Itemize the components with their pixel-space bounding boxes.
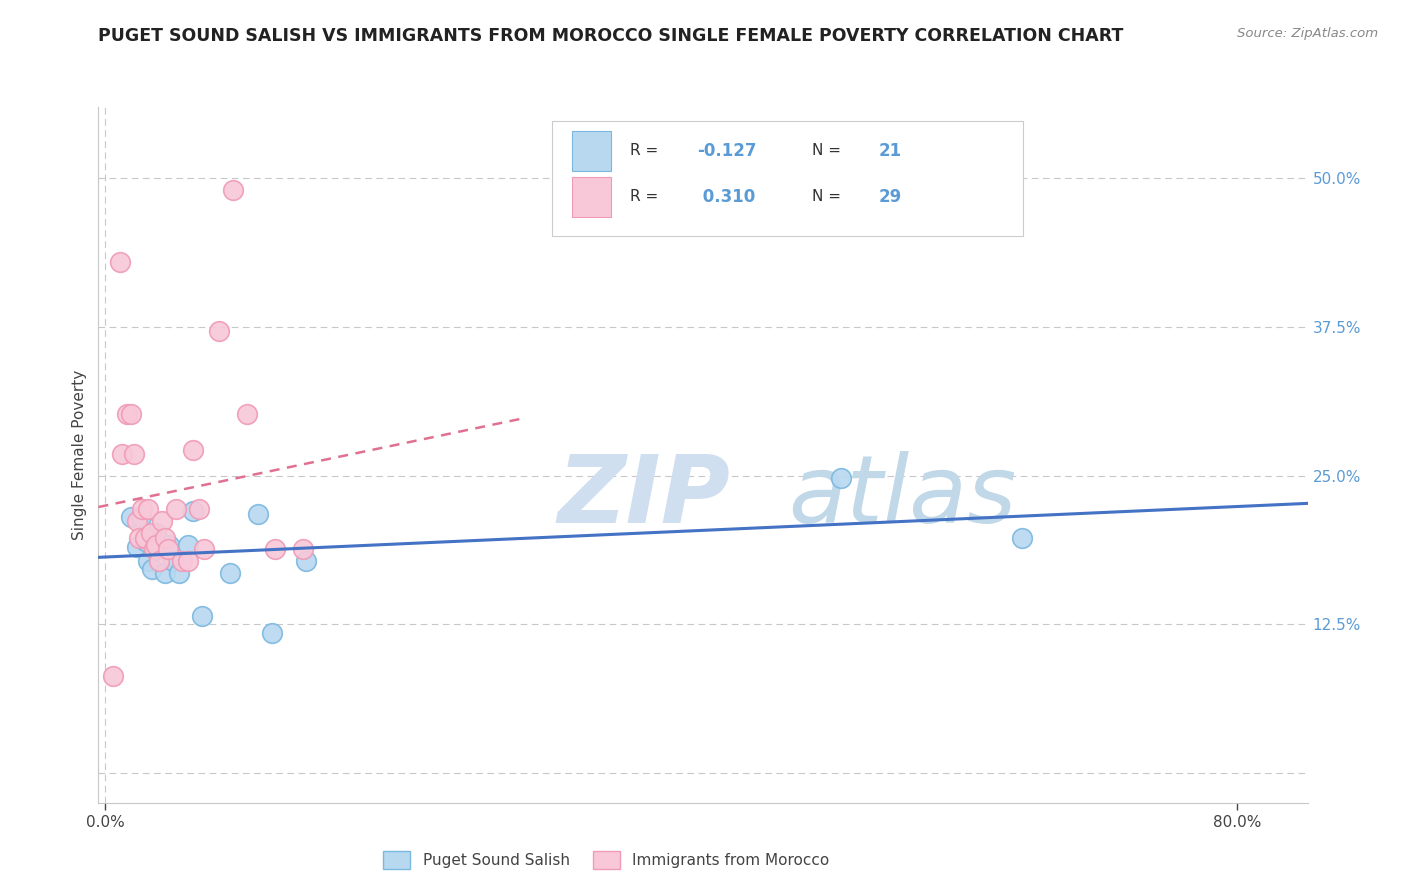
Point [150,514,173,528]
Point [153,531,176,545]
Point [148,542,170,557]
Point [145,525,167,540]
Point [108,254,131,268]
Text: N =: N = [811,144,845,159]
Point [134,534,156,549]
Point [134,531,156,545]
Point [181,442,204,457]
Point [148,554,170,568]
Text: ZIP: ZIP [558,450,731,542]
Point [120,510,142,524]
Point [262,625,284,640]
Point [145,538,167,552]
Text: Source: ZipAtlas.com: Source: ZipAtlas.com [1237,27,1378,40]
Point [236,407,259,421]
Point [142,542,165,557]
Y-axis label: Single Female Poverty: Single Female Poverty [72,370,87,540]
Point [125,514,148,528]
Point [165,502,187,516]
Point [131,502,153,516]
Point [181,504,204,518]
Point [120,407,142,421]
Point [222,183,245,197]
Point [115,407,138,421]
Point [170,554,193,568]
Point [176,538,198,552]
Point [219,566,242,581]
Point [167,566,190,581]
Point [153,566,176,581]
Point [122,447,145,461]
Text: atlas: atlas [787,451,1017,542]
Point [128,531,150,545]
Point [129,510,152,524]
Point [1011,531,1033,545]
FancyBboxPatch shape [553,121,1024,235]
Point [176,554,198,568]
Text: 21: 21 [879,142,901,160]
Point [187,502,209,516]
Point [295,554,318,568]
Text: -0.127: -0.127 [697,142,756,160]
Point [156,542,179,557]
Text: R =: R = [630,189,664,204]
FancyBboxPatch shape [572,177,612,217]
Legend: Puget Sound Salish, Immigrants from Morocco: Puget Sound Salish, Immigrants from Moro… [377,846,835,875]
Point [157,538,180,552]
Point [125,540,148,554]
Text: 29: 29 [879,188,901,206]
Text: R =: R = [630,144,664,159]
Point [247,507,270,521]
Text: PUGET SOUND SALISH VS IMMIGRANTS FROM MOROCCO SINGLE FEMALE POVERTY CORRELATION : PUGET SOUND SALISH VS IMMIGRANTS FROM MO… [98,27,1123,45]
Text: N =: N = [811,189,845,204]
Point [162,554,184,568]
Point [264,542,287,557]
Point [139,525,162,540]
Point [141,561,163,575]
Point [190,609,212,624]
Point [136,502,159,516]
Point [101,668,124,682]
Point [830,471,852,485]
Point [193,542,215,557]
Point [111,447,134,461]
Point [136,554,159,568]
Point [292,542,315,557]
Point [207,324,229,338]
FancyBboxPatch shape [572,131,612,171]
Text: 0.310: 0.310 [697,188,755,206]
